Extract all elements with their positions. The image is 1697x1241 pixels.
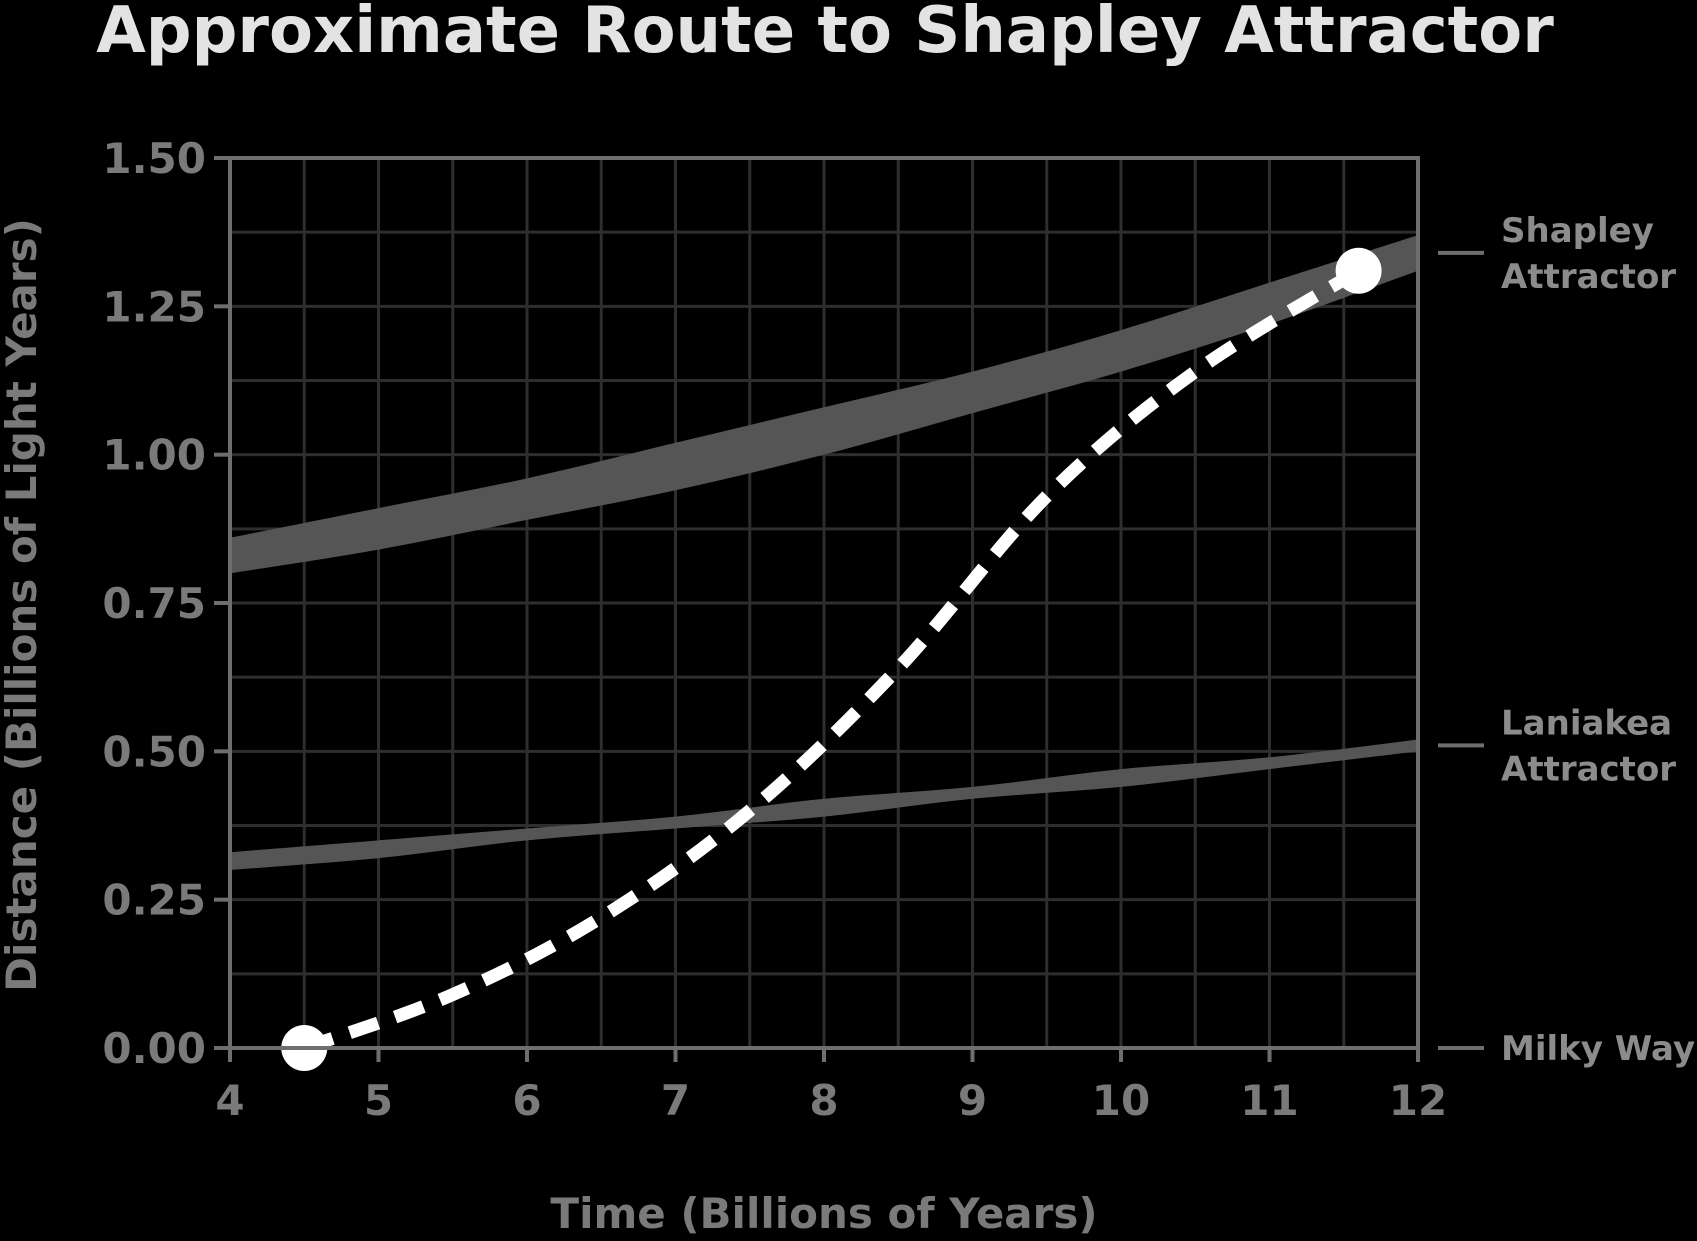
x-axis-label: Time (Billions of Years) [550,1189,1097,1238]
x-tick-label: 7 [661,1076,690,1125]
x-tick-label: 11 [1240,1076,1298,1125]
y-tick-label: 1.50 [102,134,206,183]
right-label-text: Shapley [1501,211,1654,251]
x-tick-label: 4 [215,1076,244,1125]
route-line [302,265,1363,1055]
tick-labels: 4 5 6 7 8 9 10 11 12 0.00 0.25 0.50 0.75 1.00 1.25 1.50 [102,134,1447,1125]
x-tick-label: 5 [364,1076,393,1125]
y-tick-label: 0.25 [102,876,206,925]
band-laniakea-attractor [230,739,1418,870]
right-label-text: Laniakea [1501,703,1672,743]
right-label-text: Milky Way [1501,1029,1695,1069]
attractor-bands [230,235,1418,870]
y-tick-label: 1.25 [102,282,206,331]
x-tick-label: 9 [958,1076,987,1125]
band-shapley-attractor [230,235,1418,574]
x-tick-label: 8 [809,1076,838,1125]
x-tick-label: 10 [1092,1076,1150,1125]
right-label-text: Attractor [1501,749,1676,789]
y-axis-label: Distance (Billions of Light Years) [0,218,46,992]
x-tick-label: 6 [512,1076,541,1125]
right-labels: Shapley Attractor Laniakea Attractor Milky W… [1438,211,1695,1069]
route-layer [281,247,1382,1071]
end-marker [1335,247,1382,294]
y-tick-label: 0.75 [102,579,206,628]
y-tick-label: 1.00 [102,431,206,480]
grid [228,156,1420,1050]
right-label-text: Attractor [1501,257,1676,297]
y-tick-label: 0.50 [102,727,206,776]
y-tick-label: 0.00 [102,1024,206,1073]
chart-title: Approximate Route to Shapley Attractor [96,0,1554,68]
x-tick-label: 12 [1389,1076,1447,1125]
